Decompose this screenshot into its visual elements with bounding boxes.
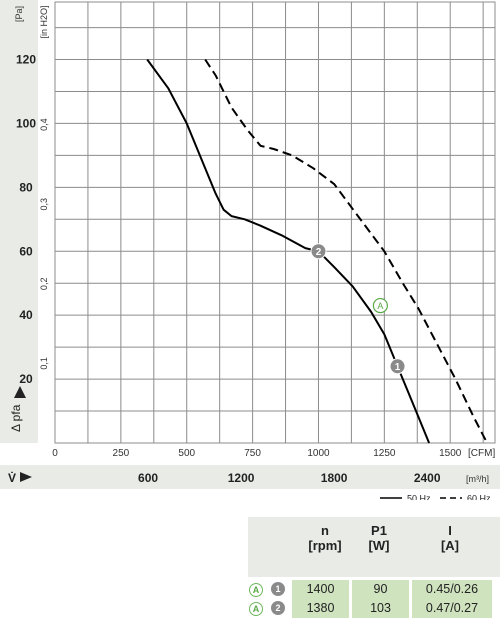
table-header-band xyxy=(248,517,500,577)
y-tick-pa: 40 xyxy=(19,308,33,322)
x-tick-cfm: 1000 xyxy=(307,448,330,459)
y-tick-pa: 20 xyxy=(19,372,33,386)
markers: 2 1 A xyxy=(310,243,406,375)
x-unit-m3h: [m³/h] xyxy=(466,474,489,484)
y-tick-pa: 80 xyxy=(19,180,33,194)
row2-p1: 103 xyxy=(352,599,409,618)
x-tick-m3h: 2400 xyxy=(414,471,441,485)
row2-i: 0.47/0.27 xyxy=(412,599,492,618)
y-tick-pa: 100 xyxy=(16,116,36,130)
grid xyxy=(54,1,496,444)
y-tick-inh2o: 0,4 xyxy=(39,118,49,131)
x-tick-cfm: 0 xyxy=(52,448,58,459)
row1-point-badge: 1 xyxy=(271,582,285,596)
legend: 50 Hz 60 Hz xyxy=(380,494,491,501)
operating-point-label: 2 xyxy=(316,247,322,258)
bottom-axis-band xyxy=(0,465,500,489)
y-tick-inh2o: 0,1 xyxy=(39,357,49,370)
x-axis-label: V̇ xyxy=(8,470,16,485)
x-axis-arrow xyxy=(20,472,32,482)
x-tick-m3h: 600 xyxy=(138,471,158,485)
plot-frame xyxy=(54,1,496,444)
y-tick-inh2o: 0,3 xyxy=(39,198,49,211)
y-tick-inh2o: 0,2 xyxy=(39,278,49,291)
x-tick-m3h: 1200 xyxy=(228,471,255,485)
operating-point-label: 1 xyxy=(395,362,401,373)
y-tick-pa: 60 xyxy=(19,244,33,258)
y-unit-pa: [Pa] xyxy=(14,6,24,22)
y-axis-label: Δ pfa xyxy=(9,404,23,432)
x-unit-cfm: [CFM] xyxy=(468,448,495,459)
operating-point-1 xyxy=(389,358,406,375)
series-60hz-line xyxy=(204,58,488,444)
legend-60hz-label: 60 Hz xyxy=(467,494,491,501)
x-tick-cfm: 500 xyxy=(178,448,195,459)
x-tick-cfm: 250 xyxy=(113,448,130,459)
x-tick-cfm: 1500 xyxy=(439,448,462,459)
row1-i: 0.45/0.26 xyxy=(412,580,492,599)
legend-50hz-label: 50 Hz xyxy=(407,494,431,501)
x-tick-cfm: 750 xyxy=(244,448,261,459)
x-tick-cfm: 1250 xyxy=(373,448,396,459)
y-axis-arrow xyxy=(14,386,26,398)
y-unit-inh2o: [in H2O] xyxy=(39,5,49,38)
row2-n: 1380 xyxy=(292,599,349,618)
row2-point-badge: 2 xyxy=(271,601,285,615)
y-tick-pa: 120 xyxy=(16,53,36,67)
operating-point-2 xyxy=(310,243,327,260)
row1-n: 1400 xyxy=(292,580,349,599)
row1-curve-badge: A xyxy=(249,583,263,597)
curve-label-text: A xyxy=(377,301,383,311)
left-axis-band xyxy=(0,0,38,443)
row2-curve-badge: A xyxy=(249,602,263,616)
curve-label-A xyxy=(372,297,388,314)
x-tick-m3h: 1800 xyxy=(321,471,348,485)
row1-p1: 90 xyxy=(352,580,409,599)
